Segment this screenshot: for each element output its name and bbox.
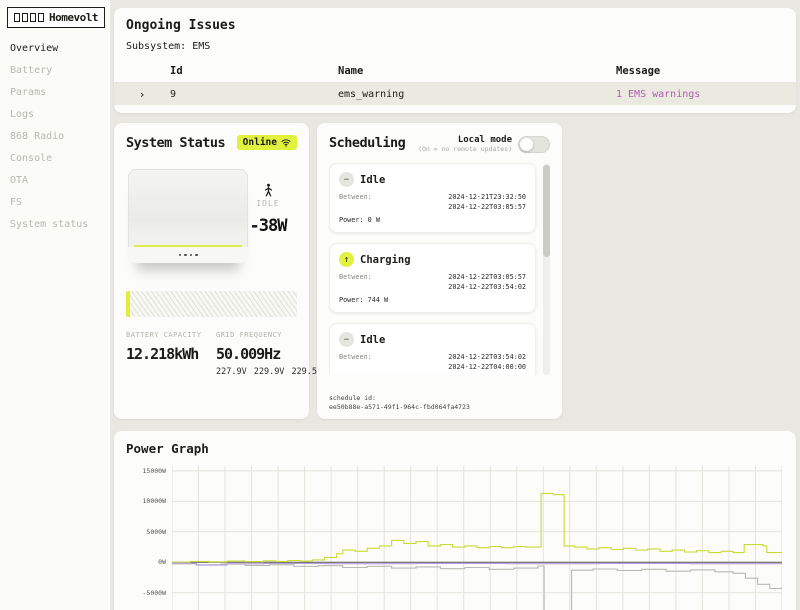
entry-state: Idle xyxy=(360,333,386,346)
system-status-card: System Status Online xyxy=(114,123,322,419)
online-badge-label: Online xyxy=(242,137,277,148)
power-chart: 15000W 10000W 5000W 0W -5000W -10000W xyxy=(126,466,784,610)
ytick-15000: 15000W xyxy=(142,467,166,475)
between-label: Between: xyxy=(339,353,372,361)
power-chart-canvas xyxy=(172,466,782,610)
power-graph-card: Power Graph 15000W 10000W 5000W 0W -5000… xyxy=(114,431,796,610)
ytick-5000: 5000W xyxy=(146,528,166,536)
schedule-entry-idle-1: Idle Between: 2024-12-21T23:32:50 2024-1… xyxy=(329,163,536,233)
between-label: Between: xyxy=(339,273,372,281)
device-base xyxy=(128,247,248,263)
sidebar-item-fs[interactable]: FS xyxy=(10,197,23,208)
sidebar-item-868-radio[interactable]: 868 Radio xyxy=(10,131,65,142)
sidebar-item-logs[interactable]: Logs xyxy=(10,109,35,120)
toggle-knob[interactable] xyxy=(520,137,533,151)
battery-capacity-label: BATTERY CAPACITY xyxy=(126,331,202,339)
local-mode-label: Local mode xyxy=(457,135,512,145)
battery-capacity-value: 12.218kWh xyxy=(126,345,199,363)
between-label: Between: xyxy=(339,193,372,201)
column-id: Id xyxy=(170,65,183,77)
sidebar-item-params[interactable]: Params xyxy=(10,87,47,98)
local-mode-hint: (On = no remote updates) xyxy=(418,145,512,153)
grid-frequency-value: 50.009Hz xyxy=(216,345,281,363)
entry-from: 2024-12-22T03:54:02 xyxy=(448,353,526,361)
ytick-0: 0W xyxy=(158,558,166,566)
sidebar: Homevolt Overview Battery Params Logs 86… xyxy=(0,0,110,610)
battery-level-fill xyxy=(126,291,130,317)
schedule-id-value: ee50b88e-a571-49f1-964c-fbd064fa4723 xyxy=(329,403,470,412)
schedule-scrollbar[interactable] xyxy=(543,163,550,375)
schedule-id-label: schedule id: xyxy=(329,393,376,402)
entry-state: Idle xyxy=(360,173,386,186)
issue-id: 9 xyxy=(170,88,177,100)
expand-chevron-icon[interactable]: › xyxy=(138,87,146,101)
online-badge: Online xyxy=(236,135,297,150)
entry-to: 2024-12-22T03:05:57 xyxy=(448,203,526,211)
battery-cells-icon xyxy=(14,13,44,22)
issue-row[interactable]: › 9 ems_warning 1 EMS warnings xyxy=(114,83,796,105)
schedule-entry-charging-1: Charging Between: 2024-12-22T03:05:57 20… xyxy=(329,243,536,313)
entry-from: 2024-12-22T03:05:57 xyxy=(448,273,526,281)
person-icon xyxy=(241,183,295,197)
scheduling-card: Scheduling Local mode (On = no remote up… xyxy=(317,123,562,419)
column-name: Name xyxy=(338,65,364,77)
battery-level-bar xyxy=(126,291,297,317)
sidebar-nav: Overview Battery Params Logs 868 Radio C… xyxy=(0,40,110,233)
grid-frequency-label: GRID FREQUENCY xyxy=(216,331,283,339)
voltage-l1: 227.9V xyxy=(216,367,247,377)
charging-icon xyxy=(339,252,354,267)
main-content: Ongoing Issues Subsystem: EMS Id Name Me… xyxy=(110,0,800,610)
ytick--5000: -5000W xyxy=(142,589,166,597)
issues-table-header: Id Name Message xyxy=(114,60,796,83)
sidebar-item-ota[interactable]: OTA xyxy=(10,175,29,186)
voltage-l3: 229.5V xyxy=(291,367,323,377)
sidebar-item-system-status[interactable]: System status xyxy=(10,219,89,230)
schedule-entry-idle-2: Idle Between: 2024-12-22T03:54:02 2024-1… xyxy=(329,323,536,375)
entry-from: 2024-12-21T23:32:50 xyxy=(448,193,526,201)
local-mode-toggle[interactable] xyxy=(518,135,550,153)
battery-device-image xyxy=(128,169,248,263)
idle-icon xyxy=(339,172,354,187)
sidebar-item-overview[interactable]: Overview xyxy=(10,43,59,54)
issue-name: ems_warning xyxy=(338,88,405,100)
entry-state: Charging xyxy=(360,253,411,266)
schedule-list[interactable]: Idle Between: 2024-12-21T23:32:50 2024-1… xyxy=(329,163,550,375)
entry-power: Power: 0 W xyxy=(339,216,380,224)
entry-to: 2024-12-22T03:54:02 xyxy=(448,283,526,291)
idle-icon xyxy=(339,332,354,347)
schedule-id: schedule id: ee50b88e-a571-49f1-964c-fbd… xyxy=(329,394,470,414)
scrollbar-thumb[interactable] xyxy=(543,165,550,257)
voltage-l2: 229.9V xyxy=(253,367,285,377)
issue-message: 1 EMS warnings xyxy=(616,88,701,100)
device-led-strip xyxy=(134,245,242,247)
device-state-label: IDLE xyxy=(256,199,280,208)
ongoing-issues-title: Ongoing Issues xyxy=(126,18,236,33)
sidebar-item-battery[interactable]: Battery xyxy=(10,65,53,76)
logo-text: Homevolt xyxy=(49,11,98,24)
entry-power: Power: 744 W xyxy=(339,296,389,304)
entry-to: 2024-12-22T04:00:00 xyxy=(448,363,526,371)
ongoing-issues-card: Ongoing Issues Subsystem: EMS Id Name Me… xyxy=(114,8,796,113)
subsystem-label: Subsystem: EMS xyxy=(126,41,211,52)
column-message: Message xyxy=(616,65,661,77)
scheduling-title: Scheduling xyxy=(329,135,406,151)
phase-voltages: 227.9V 229.9V 229.5V xyxy=(216,367,322,377)
ytick-10000: 10000W xyxy=(142,497,166,505)
current-power-value: -38W xyxy=(249,216,288,236)
system-status-title: System Status xyxy=(126,135,226,151)
sidebar-item-console[interactable]: Console xyxy=(10,153,53,164)
power-graph-title: Power Graph xyxy=(126,441,209,456)
wifi-icon xyxy=(281,138,291,147)
homevolt-logo: Homevolt xyxy=(7,7,105,28)
